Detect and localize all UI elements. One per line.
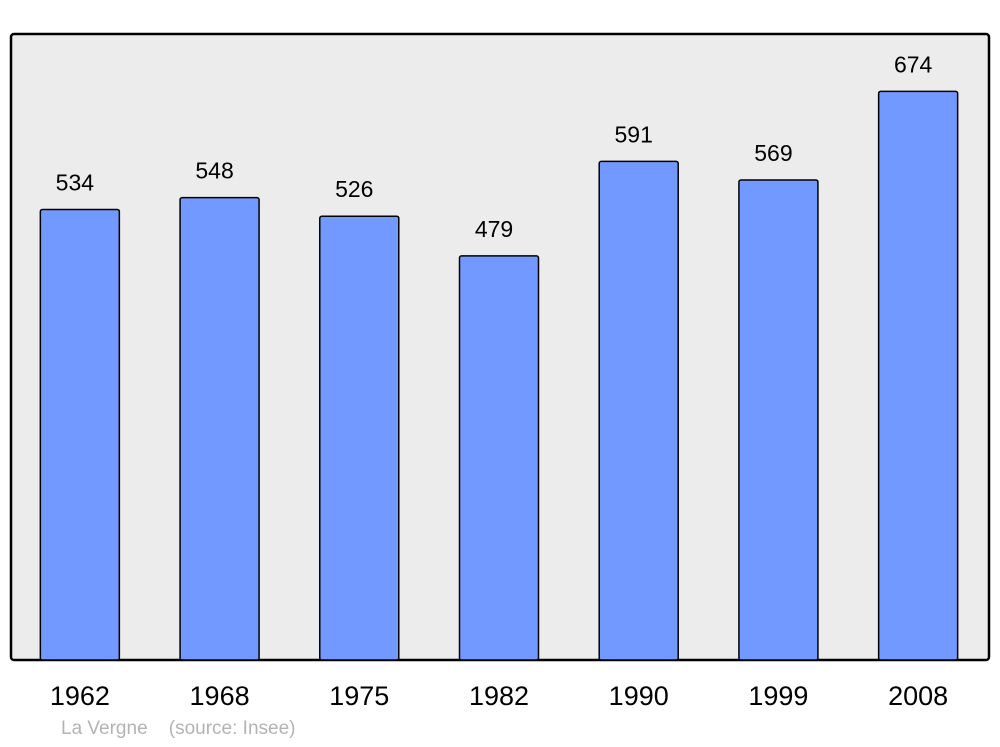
bar-1999: [738, 179, 819, 661]
caption: La Vergne (source: Insee): [61, 718, 296, 740]
x-tick-label-1982: 1982: [469, 681, 529, 711]
data-label-1982: 479: [475, 216, 513, 242]
x-tick-label-2008: 2008: [888, 681, 948, 711]
x-tick-label-1962: 1962: [50, 681, 110, 711]
caption-place: La Vergne: [61, 718, 148, 739]
bar-2008: [877, 90, 959, 661]
x-tick-label-1975: 1975: [329, 681, 389, 711]
data-label-1990: 591: [615, 121, 653, 147]
bar-1968: [179, 196, 260, 661]
bar-1982: [458, 255, 540, 661]
bar-1990: [598, 160, 679, 661]
data-label-1975: 526: [335, 176, 373, 202]
x-tick-label-1968: 1968: [190, 681, 250, 711]
x-tick-label-1999: 1999: [748, 681, 808, 711]
data-label-1962: 534: [56, 169, 95, 195]
bar-1975: [319, 215, 400, 661]
data-label-1968: 548: [195, 158, 233, 184]
data-label-2008: 674: [894, 51, 933, 77]
caption-source: (source: Insee): [168, 718, 296, 739]
x-tick-label-1990: 1990: [609, 681, 669, 711]
data-label-1999: 569: [754, 140, 792, 166]
bar-1962: [39, 208, 121, 661]
